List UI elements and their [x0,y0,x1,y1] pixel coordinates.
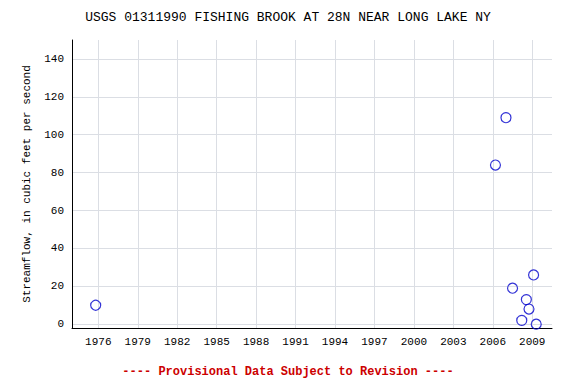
svg-text:0: 0 [57,318,64,330]
svg-text:100: 100 [44,129,64,141]
svg-text:1997: 1997 [361,336,387,348]
svg-text:---- Provisional Data Subject: ---- Provisional Data Subject to Revisio… [122,365,453,379]
svg-text:1985: 1985 [203,336,229,348]
svg-text:1982: 1982 [164,336,190,348]
svg-text:20: 20 [51,280,64,292]
svg-text:80: 80 [51,167,64,179]
svg-text:Streamflow, in cubic feet per: Streamflow, in cubic feet per second [21,65,33,303]
svg-text:40: 40 [51,242,64,254]
svg-text:USGS 01311990 FISHING BROOK AT: USGS 01311990 FISHING BROOK AT 28N NEAR … [85,10,491,25]
svg-text:2000: 2000 [401,336,427,348]
svg-text:2009: 2009 [519,336,545,348]
svg-text:120: 120 [44,91,64,103]
svg-text:140: 140 [44,53,64,65]
svg-text:1994: 1994 [322,336,349,348]
svg-text:2006: 2006 [480,336,506,348]
svg-text:1991: 1991 [282,336,309,348]
svg-text:1988: 1988 [243,336,269,348]
svg-text:1976: 1976 [85,336,111,348]
svg-text:2003: 2003 [440,336,466,348]
svg-text:60: 60 [51,205,64,217]
svg-text:1979: 1979 [125,336,151,348]
